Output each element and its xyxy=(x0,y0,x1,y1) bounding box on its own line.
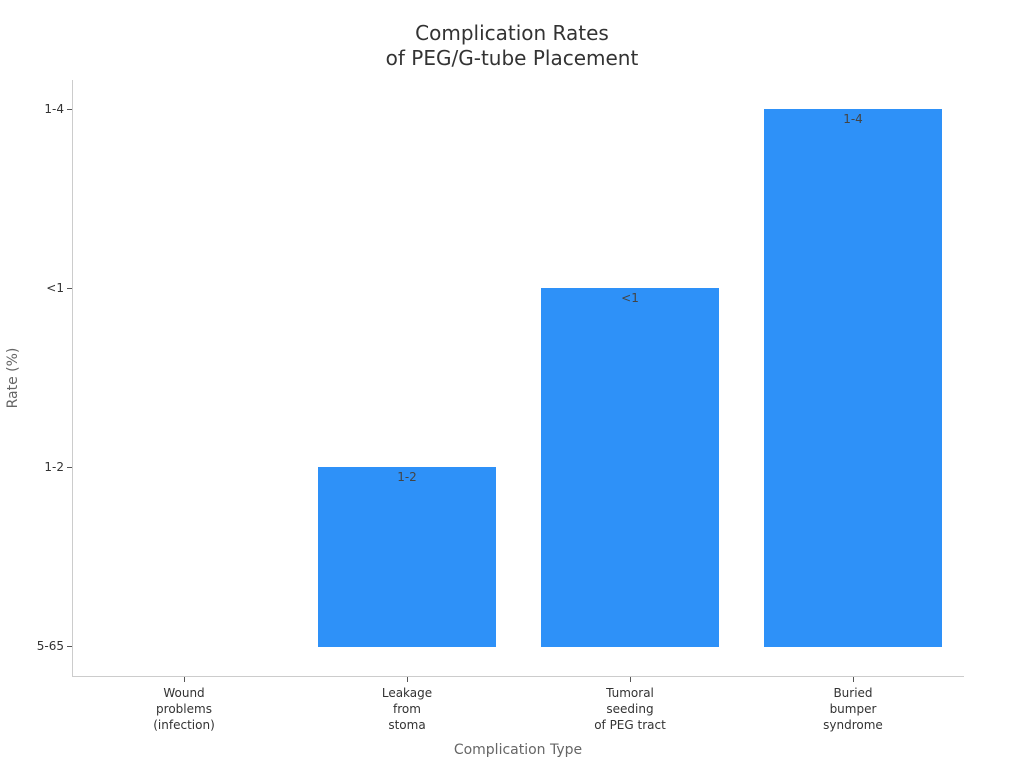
x-tick-label: Buried bumper syndrome xyxy=(823,686,883,732)
chart-title-line-2: of PEG/G-tube Placement xyxy=(385,46,639,70)
x-tick-label: Wound problems (infection) xyxy=(153,686,215,732)
y-tick-label: <1 xyxy=(46,281,64,295)
bar-value-label: 1-2 xyxy=(397,470,417,484)
y-tick-label: 1-4 xyxy=(44,102,64,116)
y-tick-label: 5-65 xyxy=(36,639,64,653)
y-tick xyxy=(67,467,72,468)
x-tick xyxy=(630,677,631,682)
y-axis-line xyxy=(72,80,73,677)
chart-title-line-1: Complication Rates xyxy=(415,21,609,45)
chart-title: Complication Rates of PEG/G-tube Placeme… xyxy=(0,21,1024,71)
y-tick xyxy=(67,288,72,289)
bar-value-label: 1-4 xyxy=(843,112,863,126)
bar-value-label: <1 xyxy=(621,291,639,305)
y-axis-label: Rate (%) xyxy=(5,347,21,409)
x-tick-label: Tumoral seeding of PEG tract xyxy=(594,686,666,732)
x-tick xyxy=(853,677,854,682)
x-tick xyxy=(407,677,408,682)
bar-tumoral-seeding: <1 xyxy=(541,288,719,647)
y-tick xyxy=(67,109,72,110)
x-axis-label: Complication Type xyxy=(453,742,583,758)
x-tick xyxy=(184,677,185,682)
y-tick xyxy=(67,646,72,647)
y-tick-label: 1-2 xyxy=(44,460,64,474)
x-tick-label: Leakage from stoma xyxy=(381,686,433,732)
bar-buried-bumper: 1-4 xyxy=(764,109,942,647)
bar-leakage-from-stoma: 1-2 xyxy=(318,467,496,647)
x-axis-line xyxy=(72,676,964,677)
